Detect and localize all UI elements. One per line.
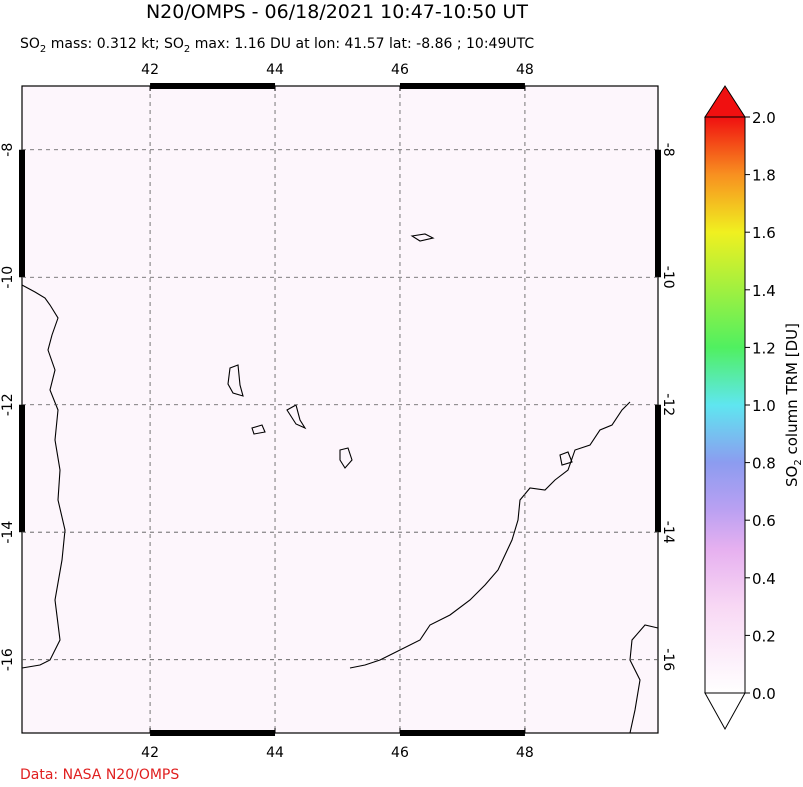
colorbar-label: SO2 column TRM [DU]: [783, 323, 803, 487]
colorbar-extend-bottom: [704, 692, 746, 731]
subtitle-part: SO: [20, 36, 40, 52]
y-tick-label: -8: [660, 143, 676, 157]
subtitle-part: max: 1.16 DU at lon: 41.57 lat: -8.86 ; …: [190, 36, 534, 52]
colorbar-body: [704, 116, 746, 694]
frame-segment: [399, 83, 525, 89]
island: [251, 424, 266, 435]
frame-segment: [19, 404, 25, 533]
colorbar: [704, 85, 746, 731]
y-tick-label: -16: [0, 648, 16, 671]
island: [559, 451, 573, 466]
frame-segment: [19, 149, 25, 278]
subtitle-part: 2: [184, 44, 190, 55]
subtitle-part: 2: [40, 44, 46, 55]
frame-segment: [150, 730, 276, 736]
x-tick-label: 48: [516, 62, 534, 78]
colorbar-tick-label: 0.2: [752, 627, 776, 645]
subtitle: SO2 mass: 0.312 kt; SO2 max: 1.16 DU at …: [20, 36, 534, 55]
x-tick-label: 42: [141, 745, 159, 761]
y-tick-label: -8: [0, 143, 16, 157]
frame-segment: [399, 730, 525, 736]
y-tick-label: -12: [0, 393, 16, 416]
colorbar-tick-label: 0.0: [752, 685, 776, 703]
colorbar-tick-label: 0.6: [752, 512, 776, 530]
island: [227, 364, 244, 397]
subtitle-part: mass: 0.312 kt; SO: [46, 36, 184, 52]
colorbar-tick-label: 1.4: [752, 282, 776, 300]
colorbar-tick-label: 1.6: [752, 224, 776, 242]
map: [21, 86, 659, 734]
colorbar-label-part: SO: [783, 466, 801, 487]
y-tick-label: -16: [660, 648, 676, 671]
credit: Data: NASA N20/OMPS: [20, 767, 179, 783]
map-background: [22, 86, 658, 733]
coastline: [349, 401, 631, 669]
y-tick-label: -14: [660, 521, 676, 544]
island: [286, 404, 307, 430]
frame-segment: [150, 83, 276, 89]
x-tick-label: 44: [266, 62, 284, 78]
x-tick-label: 44: [266, 745, 284, 761]
island: [410, 233, 435, 242]
x-tick-label: 48: [516, 745, 534, 761]
colorbar-tick-label: 1.0: [752, 397, 776, 415]
colorbar-tick-label: 0.4: [752, 570, 776, 588]
colorbar-label-part: 2: [793, 459, 803, 465]
colorbar-tick-label: 1.2: [752, 339, 776, 357]
coastline: [21, 284, 66, 669]
x-tick-label: 42: [141, 62, 159, 78]
y-tick-label: -10: [660, 266, 676, 289]
colorbar-extend-top: [704, 85, 746, 118]
island: [339, 447, 353, 469]
colorbar-tick-label: 0.8: [752, 455, 776, 473]
y-tick-label: -12: [660, 393, 676, 416]
x-tick-label: 46: [391, 745, 409, 761]
x-tick-label: 46: [391, 62, 409, 78]
title: N20/OMPS - 06/18/2021 10:47-10:50 UT: [146, 1, 528, 23]
frame-segment: [655, 404, 661, 533]
frame-segment: [655, 149, 661, 278]
y-tick-label: -10: [0, 266, 16, 289]
colorbar-tick-label: 1.8: [752, 167, 776, 185]
colorbar-tick-label: 2.0: [752, 109, 776, 127]
y-tick-label: -14: [0, 521, 16, 544]
colorbar-label-part: column TRM [DU]: [783, 323, 801, 459]
